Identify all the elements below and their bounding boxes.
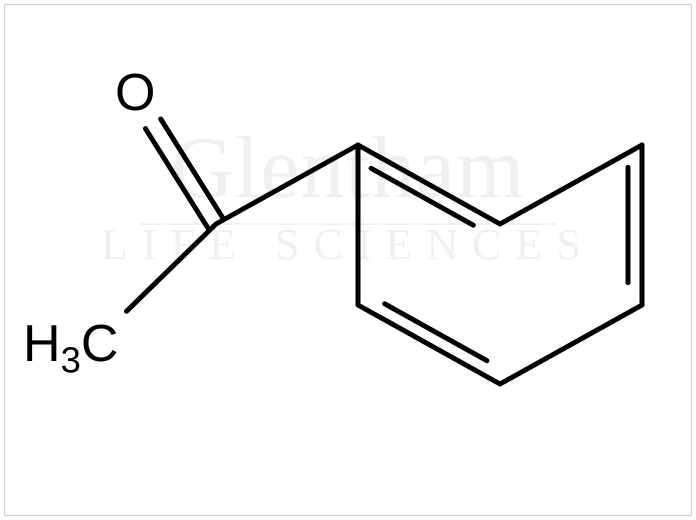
molecule-drawing: [0, 0, 696, 520]
atom-label-ch3: H3C: [23, 314, 118, 374]
atom-label-o: O: [115, 63, 155, 123]
